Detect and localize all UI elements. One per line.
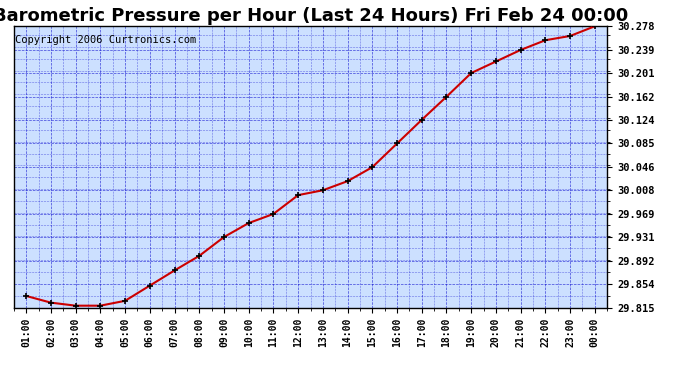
- Text: Copyright 2006 Curtronics.com: Copyright 2006 Curtronics.com: [15, 35, 196, 45]
- Title: Barometric Pressure per Hour (Last 24 Hours) Fri Feb 24 00:00: Barometric Pressure per Hour (Last 24 Ho…: [0, 7, 628, 25]
